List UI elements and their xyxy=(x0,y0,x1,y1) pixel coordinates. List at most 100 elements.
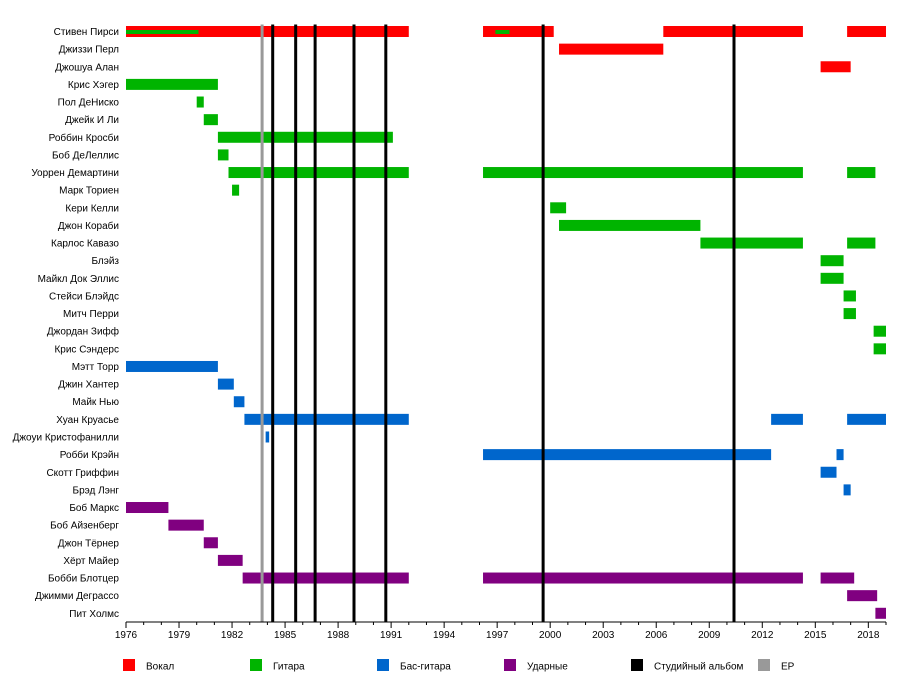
member-span-bar xyxy=(559,219,701,231)
member-name-label: Джон Тёрнер xyxy=(58,538,120,549)
member-span-bar xyxy=(843,308,856,320)
x-tick-label: 1988 xyxy=(327,630,350,641)
member-name-label: Роббин Кросби xyxy=(49,132,119,144)
member-span-bar xyxy=(847,167,876,179)
member-name-label: Майк Нью xyxy=(72,397,119,408)
legend-swatch xyxy=(123,659,135,671)
member-name-label: Митч Перри xyxy=(63,309,119,320)
member-span-bar xyxy=(771,413,803,425)
member-span-bar xyxy=(126,26,409,37)
member-span-bar xyxy=(559,43,664,55)
member-name-label: Мэтт Торр xyxy=(72,362,120,373)
legend: Вокал Гитара Бас-гитара Ударные Студийный ал… xyxy=(123,659,795,673)
member-span-bar xyxy=(168,519,204,531)
member-span-bar xyxy=(217,554,243,566)
member-span-bar xyxy=(228,167,409,179)
x-tick-label: 1979 xyxy=(168,630,191,641)
member-name-label: Джон Кораби xyxy=(58,220,119,232)
x-tick-label: 1985 xyxy=(274,630,297,641)
legend-swatch xyxy=(250,659,262,671)
x-tick-label: 2006 xyxy=(645,630,668,641)
member-name-label: Джиззи Перл xyxy=(59,45,119,56)
member-span-bar xyxy=(217,149,229,161)
member-name-label: Уоррен Демартини xyxy=(31,168,119,179)
release-lines xyxy=(260,24,736,622)
x-axis: 1976 1979 1982 1985 1988 1991 1994 1997 2000 2003… xyxy=(115,621,887,641)
member-bars xyxy=(126,26,886,619)
member-name-label: Стивен Пирси xyxy=(54,27,119,38)
member-subspan-bar xyxy=(126,30,199,34)
x-tick-label: 1991 xyxy=(380,630,403,641)
legend-swatch xyxy=(377,659,389,671)
member-span-bar xyxy=(126,502,169,514)
member-name-label: Бобби Блотцер xyxy=(48,573,119,585)
member-span-bar xyxy=(836,449,844,461)
member-span-bar xyxy=(483,572,803,584)
member-span-bar xyxy=(244,413,409,425)
legend-label: Студийный альбом xyxy=(654,661,744,673)
member-name-label: Джоуи Кристофанилли xyxy=(13,431,119,443)
legend-label: Вокал xyxy=(146,662,174,673)
member-span-bar xyxy=(843,290,856,302)
member-span-bar xyxy=(217,131,393,143)
member-name-label: Хёрт Майер xyxy=(63,556,119,567)
member-span-bar xyxy=(483,449,772,461)
member-name-label: Боб Айзенберг xyxy=(50,520,119,532)
member-name-label: Джин Хантер xyxy=(58,380,119,391)
member-subspan-bar xyxy=(495,30,510,34)
member-name-label: Скотт Гриффин xyxy=(46,467,119,479)
member-span-bar xyxy=(820,272,844,284)
member-span-bar xyxy=(873,343,886,355)
x-tick-label: 2000 xyxy=(539,630,562,641)
member-span-bar xyxy=(820,466,837,478)
member-span-bar xyxy=(820,255,844,267)
member-span-bar xyxy=(483,167,803,179)
member-span-bar xyxy=(820,61,851,73)
member-span-bar xyxy=(233,396,245,408)
member-span-bar xyxy=(700,237,803,249)
x-tick-label: 1997 xyxy=(486,630,509,641)
x-tick-label: 2009 xyxy=(698,630,721,641)
member-name-label: Брэд Лэнг xyxy=(73,485,120,496)
legend-label: Гитара xyxy=(273,662,305,673)
legend-swatch xyxy=(631,659,643,671)
member-name-label: Джимми Деграссо xyxy=(35,591,119,602)
member-name-label: Боб Маркс xyxy=(69,502,119,514)
member-span-bar xyxy=(203,537,218,549)
member-name-label: Джейк И Ли xyxy=(65,115,119,126)
member-name-label: Пол ДеНиско xyxy=(58,98,120,109)
member-span-bar xyxy=(847,237,876,249)
member-labels: Стивен Пирси Джиззи Перл Джошуа Алан Крис Х… xyxy=(13,27,120,620)
member-span-bar xyxy=(847,590,878,602)
member-name-label: Джордан Зифф xyxy=(47,326,119,338)
member-name-label: Хуан Круасье xyxy=(56,415,119,426)
member-name-label: Кери Келли xyxy=(65,203,119,214)
member-span-bar xyxy=(820,572,855,584)
member-span-bar xyxy=(126,78,218,90)
member-name-label: Джошуа Алан xyxy=(55,62,119,73)
x-tick-label: 1994 xyxy=(433,630,456,641)
x-tick-label: 2012 xyxy=(751,630,774,641)
x-tick-label: 2018 xyxy=(857,630,880,641)
member-span-bar xyxy=(847,26,886,37)
member-span-bar xyxy=(875,607,886,619)
legend-swatch xyxy=(504,659,516,671)
legend-label: Бас-гитара xyxy=(400,662,451,673)
member-name-label: Пит Холмс xyxy=(69,609,119,620)
member-span-bar xyxy=(483,26,554,37)
legend-label: EP xyxy=(781,662,795,673)
member-span-bar xyxy=(242,572,409,584)
legend-swatch xyxy=(758,659,770,671)
member-span-bar xyxy=(843,484,851,496)
member-name-label: Марк Ториен xyxy=(59,186,119,197)
member-name-label: Крис Сэндерс xyxy=(54,344,119,355)
member-name-label: Карлос Кавазо xyxy=(51,239,119,250)
member-name-label: Боб ДеЛеллис xyxy=(52,149,119,161)
member-span-bar xyxy=(873,325,886,337)
member-name-label: Майкл Док Эллис xyxy=(38,274,119,285)
x-tick-label: 1982 xyxy=(221,630,244,641)
member-name-label: Блэйз xyxy=(91,256,119,267)
member-span-bar xyxy=(232,184,240,196)
x-tick-label: 2003 xyxy=(592,630,615,641)
